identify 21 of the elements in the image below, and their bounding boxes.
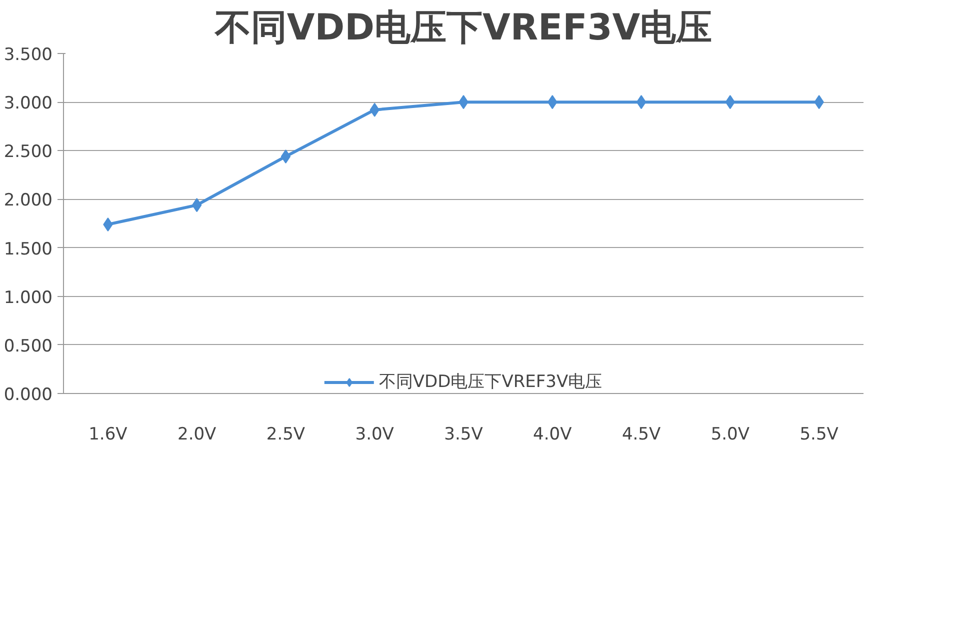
y-tick-label: 1.500 <box>4 239 53 260</box>
x-tick-label: 4.0V <box>533 424 572 444</box>
y-tick-label: 3.000 <box>4 94 53 114</box>
x-tick-label: 2.0V <box>178 424 217 444</box>
chart-title: 不同VDD电压下VREF3V电压 <box>214 8 712 48</box>
y-tick-label: 0.500 <box>4 336 53 356</box>
y-tick-label: 3.500 <box>4 45 53 65</box>
y-tick-label: 0.000 <box>4 385 53 405</box>
point <box>280 149 291 164</box>
y-tick-label: 1.000 <box>4 288 53 308</box>
x-tick-label: 2.5V <box>266 424 306 444</box>
point <box>636 95 646 110</box>
x-tick-label: 3.0V <box>355 424 394 444</box>
x-tick-label: 3.5V <box>444 424 484 444</box>
x-tick-label: 5.0V <box>710 424 750 444</box>
x-tick-label: 4.5V <box>622 424 661 444</box>
x-tick-label: 5.5V <box>800 424 839 444</box>
y-tick-label: 2.500 <box>4 142 53 162</box>
x-tick-label: 1.6V <box>88 424 128 444</box>
y-tick-label: 2.000 <box>4 190 53 211</box>
legend-label: 不同VDD电压下VREF3V电压 <box>378 371 602 393</box>
